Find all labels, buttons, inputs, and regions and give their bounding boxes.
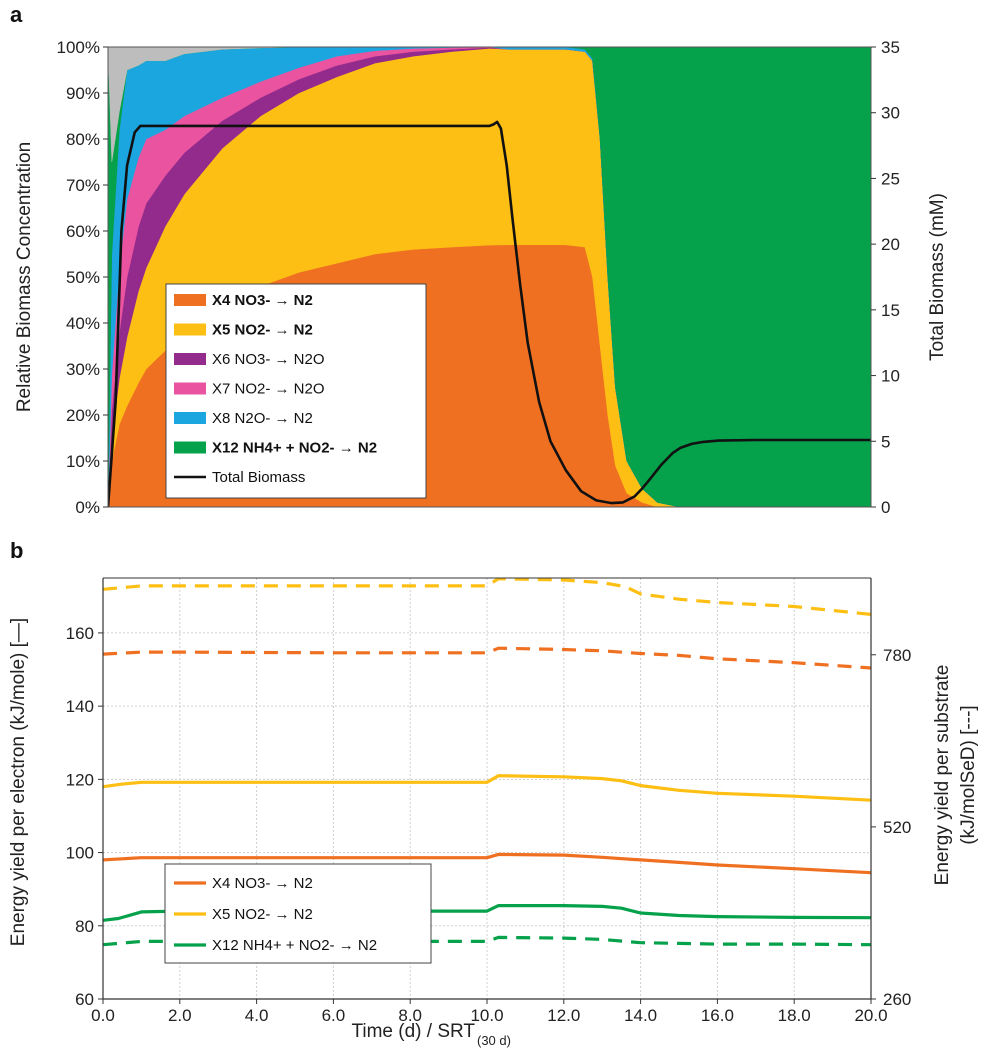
a-ytick-label: 80%	[66, 130, 100, 149]
b-xtick-label: 20.0	[854, 1006, 887, 1025]
a-ytick-label: 60%	[66, 222, 100, 241]
legend-label-total-biomass: Total Biomass	[212, 469, 305, 486]
legend-label-x5-no2-n2: X5 NO2- → N2	[212, 322, 313, 339]
panel-b-y2-axis-label-line2: (kJ/molSeD) [---]	[958, 705, 979, 844]
a-ytick-label: 30%	[66, 360, 100, 379]
legend-label-x8-n2o-n2: X8 N2O- → N2	[212, 410, 313, 427]
b-xtick-label: 0.0	[91, 1006, 115, 1025]
b-xtick-label: 14.0	[624, 1006, 657, 1025]
panel-b-legend: X4 NO3- → N2 X5 NO2- → N2 X12 NH4+ + NO2- …	[164, 863, 432, 964]
legend-label-x4-no3-n2: X4 NO3- → N2	[212, 292, 313, 309]
a-y2tick-label: 0	[881, 498, 890, 517]
a-ytick-label: 20%	[66, 406, 100, 425]
panel-b-label: b	[10, 538, 23, 563]
panel-a-chart: a 0% 10% 20% 30% 40% 50% 60% 70% 80% 90% 100% 0 5 10…	[10, 2, 948, 517]
a-y2tick-label: 15	[881, 301, 900, 320]
total-biomass-line	[108, 120, 871, 507]
b-xtick-label: 18.0	[778, 1006, 811, 1025]
x5-no2-n2-dashed-line	[103, 578, 871, 616]
b-ytick-label: 140	[66, 697, 94, 716]
b-legend-label-x5-no2-n2: X5 NO2- → N2	[212, 906, 313, 923]
b-y2tick-label: 780	[883, 646, 911, 665]
panel-b-x-axis-label-subscript: (30 d)	[477, 1033, 511, 1048]
legend-swatch-x4-no3-n2	[174, 294, 206, 306]
b-legend-label-x4-no3-n2: X4 NO3- → N2	[212, 875, 313, 892]
a-ytick-label: 0%	[75, 498, 100, 517]
b-xtick-label: 6.0	[322, 1006, 346, 1025]
legend-swatch-x12-nh4-no2-n2	[174, 441, 206, 454]
a-ytick-label: 100%	[57, 38, 100, 57]
area-x8-n2o-n2	[108, 47, 871, 507]
b-ytick-label: 100	[66, 844, 94, 863]
legend-label-x6-no3-n2o: X6 NO3- → N2O	[212, 351, 325, 368]
legend-swatch-x5-no2-n2	[174, 323, 206, 336]
b-y2tick-label: 520	[883, 818, 911, 837]
b-ytick-label: 120	[66, 770, 94, 789]
b-xtick-label: 16.0	[701, 1006, 734, 1025]
a-y2tick-label: 30	[881, 104, 900, 123]
legend-swatch-x6-no3-n2o	[174, 353, 206, 365]
a-y2tick-label: 5	[881, 432, 890, 451]
x4-no3-n2-dashed-line	[103, 646, 871, 670]
b-xtick-label: 2.0	[168, 1006, 192, 1025]
panel-b-x-axis-label: Time (d) / SRT	[351, 1021, 475, 1042]
a-ytick-label: 50%	[66, 268, 100, 287]
b-legend-label-x12-nh4-no2-n2: X12 NH4+ + NO2- → N2	[212, 937, 377, 954]
b-xtick-label: 4.0	[245, 1006, 269, 1025]
b-xtick-label: 12.0	[547, 1006, 580, 1025]
legend-swatch-x7-no2-n2o	[174, 382, 206, 395]
b-y2tick-label: 260	[883, 990, 911, 1009]
x4-no3-n2-solid-line	[103, 852, 871, 875]
b-ytick-label: 60	[75, 990, 94, 1009]
a-ytick-label: 70%	[66, 176, 100, 195]
a-y2tick-label: 35	[881, 38, 900, 57]
a-y2tick-label: 10	[881, 367, 900, 386]
panel-b-y2-axis-label-line1: Energy yield per substrate	[932, 665, 953, 886]
x5-no2-n2-solid-line	[103, 774, 871, 802]
panel-b-y-axis-label: Energy yield per electron (kJ/mole) [—]	[8, 618, 29, 946]
b-ytick-label: 80	[75, 917, 94, 936]
b-xtick-label: 8.0	[398, 1006, 422, 1025]
area-x12-nh4-no2-n2	[108, 47, 871, 507]
panel-a-y-axis-label: Relative Biomass Concentration	[14, 142, 35, 412]
a-ytick-label: 40%	[66, 314, 100, 333]
b-ytick-label: 160	[66, 624, 94, 643]
b-xtick-label: 10.0	[470, 1006, 503, 1025]
panel-a-y2-axis-label: Total Biomass (mM)	[927, 193, 948, 361]
a-y2tick-label: 20	[881, 235, 900, 254]
panel-a-legend: X4 NO3- → N2 X5 NO2- → N2 X6 NO3- → N2O X7 …	[165, 283, 427, 499]
panel-a-label: a	[10, 2, 23, 27]
legend-swatch-x8-n2o-n2	[174, 412, 206, 424]
panel-b-chart: b 0.0 2.0 4.0 6.0 8.0 10.0 12.0 14.0 16.0 18.0 20.…	[8, 538, 979, 1048]
a-ytick-label: 10%	[66, 452, 100, 471]
legend-label-x12-nh4-no2-n2: X12 NH4+ + NO2- → N2	[212, 440, 377, 457]
legend-label-x7-no2-n2o: X7 NO2- → N2O	[212, 381, 325, 398]
a-y2tick-label: 25	[881, 169, 900, 188]
x12-nh4-no2-n2-solid-line	[103, 904, 871, 922]
a-ytick-label: 90%	[66, 84, 100, 103]
